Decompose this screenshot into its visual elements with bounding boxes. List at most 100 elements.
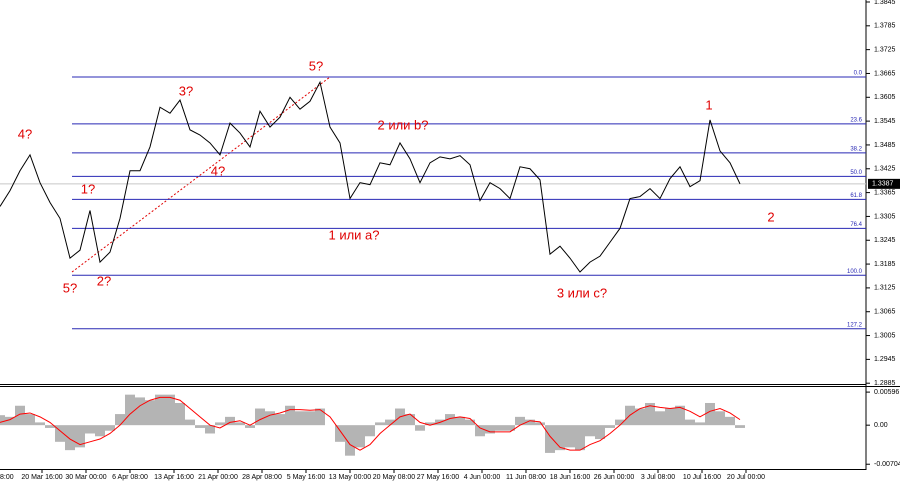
x-tick-label: 13 Apr 16:00 xyxy=(154,474,194,481)
histogram-bar xyxy=(505,425,515,431)
histogram-bar xyxy=(15,405,25,426)
y-tick-label: 1.3065 xyxy=(874,309,896,316)
histogram-bar xyxy=(465,419,475,426)
y-tick-label: 1.2945 xyxy=(874,356,896,363)
histogram-bar xyxy=(725,416,735,426)
histogram-bar xyxy=(405,414,415,426)
histogram-bar xyxy=(315,408,325,426)
x-tick-label: 27 May 16:00 xyxy=(417,474,460,481)
fib-level-label: 61.8 xyxy=(850,193,862,199)
wave-label: 4? xyxy=(211,163,225,178)
histogram-bar xyxy=(375,422,385,426)
x-tick-label: 21 Apr 00:00 xyxy=(198,474,238,481)
histogram-bar xyxy=(595,425,605,440)
wave-label: 4? xyxy=(18,126,32,141)
last-price-box xyxy=(868,178,900,189)
histogram-bar xyxy=(65,425,75,451)
x-tick-label: 18 Jun 16:00 xyxy=(550,474,591,481)
histogram-bar xyxy=(5,416,15,426)
histogram-bar xyxy=(615,419,625,426)
wave-label: 1 или a? xyxy=(328,227,379,242)
histogram-bar xyxy=(205,425,215,434)
histogram-bar xyxy=(195,425,205,428)
histogram-bar xyxy=(645,402,655,426)
histogram-bar xyxy=(565,425,575,448)
histogram-bar xyxy=(75,425,85,448)
x-tick-label: 13 May 00:00 xyxy=(329,474,372,481)
x-tick-label: 6 Apr 08:00 xyxy=(112,474,148,481)
histogram-bar xyxy=(445,414,455,426)
trend-line xyxy=(71,76,331,273)
histogram-bar xyxy=(125,394,135,426)
x-tick-label: 11 Jun 08:00 xyxy=(506,474,546,481)
histogram-bar xyxy=(365,425,375,437)
histogram-bar xyxy=(185,419,195,426)
histogram-bar xyxy=(295,411,305,426)
histogram-bar xyxy=(225,416,235,426)
last-price-label: 1.3387 xyxy=(872,181,894,188)
x-tick-label: 10 Jul 16:00 xyxy=(683,474,721,481)
histogram-bar xyxy=(105,425,115,431)
histogram-bar xyxy=(345,425,355,456)
fib-level-label: 0.0 xyxy=(854,71,863,77)
y-tick-label: 1.3365 xyxy=(874,189,896,196)
fib-level-label: 50.0 xyxy=(850,170,862,176)
y-tick-label: 1.3005 xyxy=(874,332,896,339)
x-tick-label: 20 Mar 16:00 xyxy=(21,474,62,481)
histogram-bar xyxy=(515,416,525,426)
histogram-bar xyxy=(685,419,695,426)
y-tick-label: 1.3305 xyxy=(874,213,896,220)
x-tick-label: 3 Jul 08:00 xyxy=(641,474,675,481)
histogram-bar xyxy=(605,425,615,428)
histogram-bar xyxy=(175,402,185,426)
wave-label: 5? xyxy=(309,58,323,73)
wave-label: 1? xyxy=(81,181,95,196)
histogram-bar xyxy=(95,425,105,437)
wave-label: 2? xyxy=(97,273,111,288)
histogram-bar xyxy=(215,422,225,426)
fib-level-label: 127.2 xyxy=(847,322,863,328)
histogram-bar xyxy=(335,425,345,442)
histogram-bar xyxy=(85,425,95,434)
x-tick-label: 5 May 16:00 xyxy=(287,474,326,481)
y-tick-label: 1.3845 xyxy=(874,0,896,6)
histogram-bar xyxy=(545,425,555,453)
histogram-bar xyxy=(275,414,285,426)
x-tick-label: 20 Jul 00:00 xyxy=(727,474,765,481)
y-tick-label: 1.3425 xyxy=(874,166,896,173)
histogram-bar xyxy=(455,416,465,426)
histogram-bar xyxy=(675,405,685,426)
x-tick-label: 30 Mar 00:00 xyxy=(65,474,106,481)
histogram-bar xyxy=(55,425,65,442)
fib-level-label: 38.2 xyxy=(850,146,862,152)
histogram-bar xyxy=(0,415,5,426)
histogram-bar xyxy=(235,422,245,426)
x-tick-label: 28 Apr 08:00 xyxy=(242,474,282,481)
histogram-bar xyxy=(155,394,165,426)
histogram-bar xyxy=(115,414,125,426)
histogram-bar xyxy=(425,422,435,426)
histogram-bar xyxy=(285,405,295,426)
y-tick-label: 1.3485 xyxy=(874,142,896,149)
histogram-bar xyxy=(475,425,485,437)
y-tick-label: 1.3725 xyxy=(874,46,896,53)
histogram-bar xyxy=(535,422,545,426)
histogram-bar xyxy=(255,408,265,426)
series-line xyxy=(0,396,741,451)
histogram-bar xyxy=(305,411,315,426)
y-tick-label: 1.3665 xyxy=(874,70,896,77)
histogram-bar xyxy=(145,400,155,426)
series-line xyxy=(0,80,741,273)
histogram-bar xyxy=(705,402,715,426)
fib-level-label: 76.4 xyxy=(850,222,862,228)
y-tick-label: 0.00 xyxy=(874,422,888,429)
histogram-bar xyxy=(485,425,495,434)
histogram-bar xyxy=(245,425,255,428)
wave-label: 1 xyxy=(705,97,712,112)
histogram-bar xyxy=(355,425,365,448)
fib-level-label: 23.6 xyxy=(850,117,862,123)
y-tick-label: 0.00596 xyxy=(874,389,899,396)
histogram-bar xyxy=(715,411,725,426)
y-tick-label: 1.3125 xyxy=(874,285,896,292)
